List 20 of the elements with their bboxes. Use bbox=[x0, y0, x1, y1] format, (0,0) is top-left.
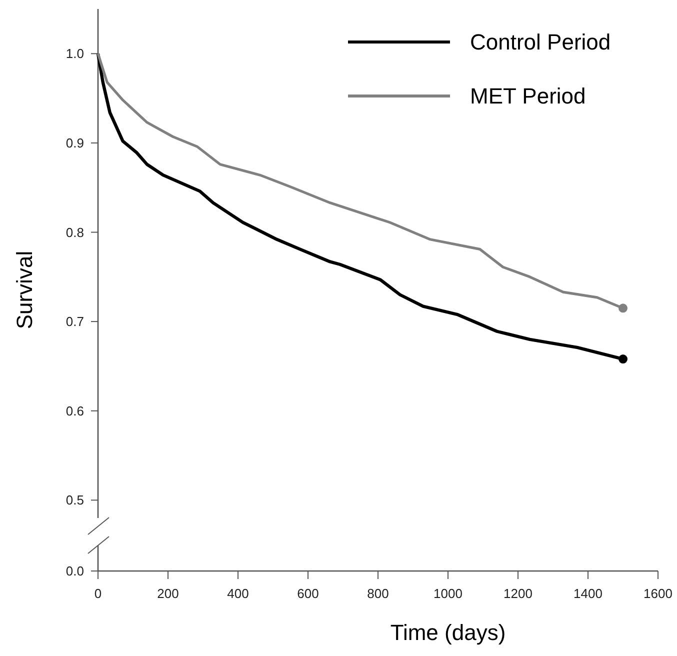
x-tick-label: 0 bbox=[94, 586, 102, 601]
legend-label: MET Period bbox=[470, 84, 586, 109]
x-tick-label: 1400 bbox=[574, 586, 602, 601]
y-tick-label: 0.5 bbox=[66, 492, 84, 508]
x-tick-label: 600 bbox=[297, 586, 319, 601]
y-tick-label: 1.0 bbox=[66, 46, 84, 62]
text: 0.0 bbox=[66, 564, 84, 579]
y-tick-label: 0.6 bbox=[66, 403, 84, 418]
y-axis-title: Survival bbox=[12, 250, 37, 330]
x-tick-label: 800 bbox=[367, 586, 389, 601]
y-tick-label: 0.8 bbox=[66, 224, 84, 240]
legend-label: Control Period bbox=[470, 30, 611, 55]
y-tick-label: 0.9 bbox=[66, 135, 84, 150]
x-tick-label: 1200 bbox=[504, 586, 532, 601]
x-tick-label: 1600 bbox=[644, 586, 672, 601]
x-tick-label: 200 bbox=[157, 586, 179, 601]
x-axis-title: Time (days) bbox=[390, 620, 506, 645]
y-tick-label: 0.7 bbox=[66, 314, 84, 330]
x-tick-label: 1000 bbox=[434, 586, 462, 601]
x-tick-label: 400 bbox=[227, 586, 249, 601]
